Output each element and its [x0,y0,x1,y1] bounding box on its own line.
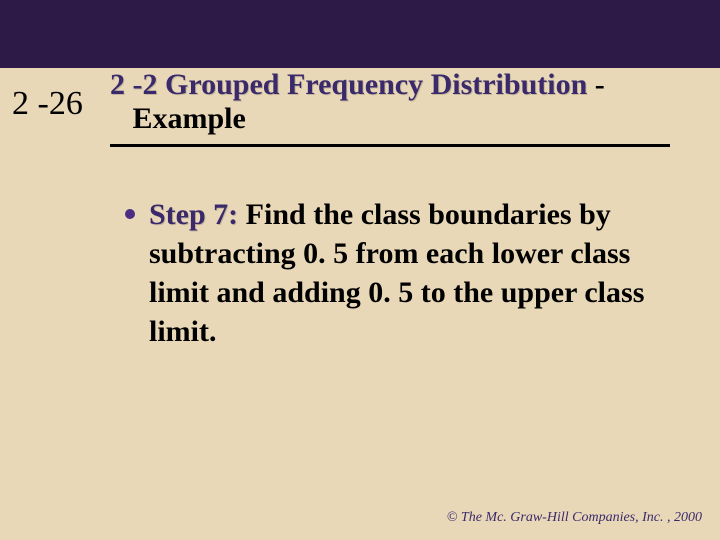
copyright-line: © The Mc. Graw-Hill Companies, Inc. , 20… [447,510,702,526]
title-block: 2 -2 Grouped Frequency Distribution - Ex… [110,68,690,159]
header-bar [0,0,720,68]
body-content: Step 7: Find the class boundaries by sub… [125,195,685,351]
step-label: Step 7: [149,198,238,231]
bullet-item: Step 7: Find the class boundaries by sub… [125,195,685,351]
title-section: 2 -2 Grouped Frequency Distribution [110,68,587,101]
bullet-icon [125,209,135,219]
slide-title: 2 -2 Grouped Frequency Distribution - Ex… [110,68,690,136]
title-separator: - [587,68,605,101]
slide-number: 2 -26 [12,85,83,123]
bullet-text: Step 7: Find the class boundaries by sub… [149,195,685,351]
title-subtitle: Example [133,102,246,135]
title-underline [110,144,670,147]
